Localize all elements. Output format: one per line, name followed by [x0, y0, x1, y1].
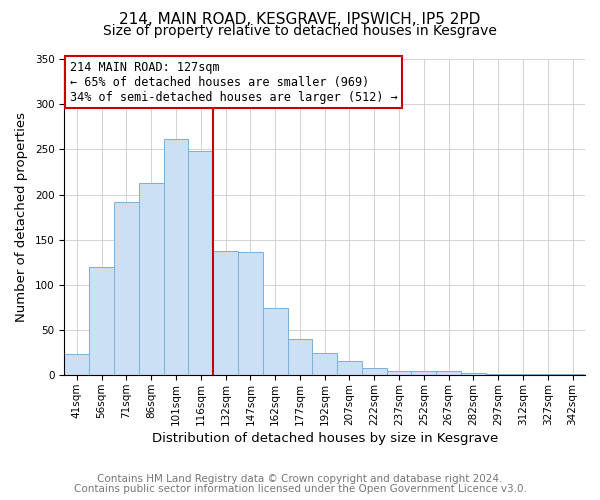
Bar — [560, 374, 585, 376]
Text: Contains public sector information licensed under the Open Government Licence v3: Contains public sector information licen… — [74, 484, 526, 494]
Bar — [337, 361, 362, 376]
Bar — [511, 374, 535, 376]
Bar — [386, 371, 412, 376]
Bar — [412, 371, 436, 376]
Bar — [64, 354, 89, 376]
Bar — [238, 252, 263, 376]
Bar — [114, 202, 139, 376]
Bar — [486, 374, 511, 376]
X-axis label: Distribution of detached houses by size in Kesgrave: Distribution of detached houses by size … — [152, 432, 498, 445]
Text: Contains HM Land Registry data © Crown copyright and database right 2024.: Contains HM Land Registry data © Crown c… — [97, 474, 503, 484]
Bar — [263, 308, 287, 376]
Bar — [287, 339, 313, 376]
Bar — [89, 267, 114, 376]
Bar — [535, 374, 560, 376]
Bar — [188, 151, 213, 376]
Text: Size of property relative to detached houses in Kesgrave: Size of property relative to detached ho… — [103, 24, 497, 38]
Text: 214 MAIN ROAD: 127sqm
← 65% of detached houses are smaller (969)
34% of semi-det: 214 MAIN ROAD: 127sqm ← 65% of detached … — [70, 60, 397, 104]
Bar — [436, 371, 461, 376]
Bar — [362, 368, 386, 376]
Bar — [164, 140, 188, 376]
Bar — [461, 374, 486, 376]
Bar — [313, 352, 337, 376]
Bar — [139, 183, 164, 376]
Text: 214, MAIN ROAD, KESGRAVE, IPSWICH, IP5 2PD: 214, MAIN ROAD, KESGRAVE, IPSWICH, IP5 2… — [119, 12, 481, 28]
Bar — [213, 252, 238, 376]
Y-axis label: Number of detached properties: Number of detached properties — [15, 112, 28, 322]
